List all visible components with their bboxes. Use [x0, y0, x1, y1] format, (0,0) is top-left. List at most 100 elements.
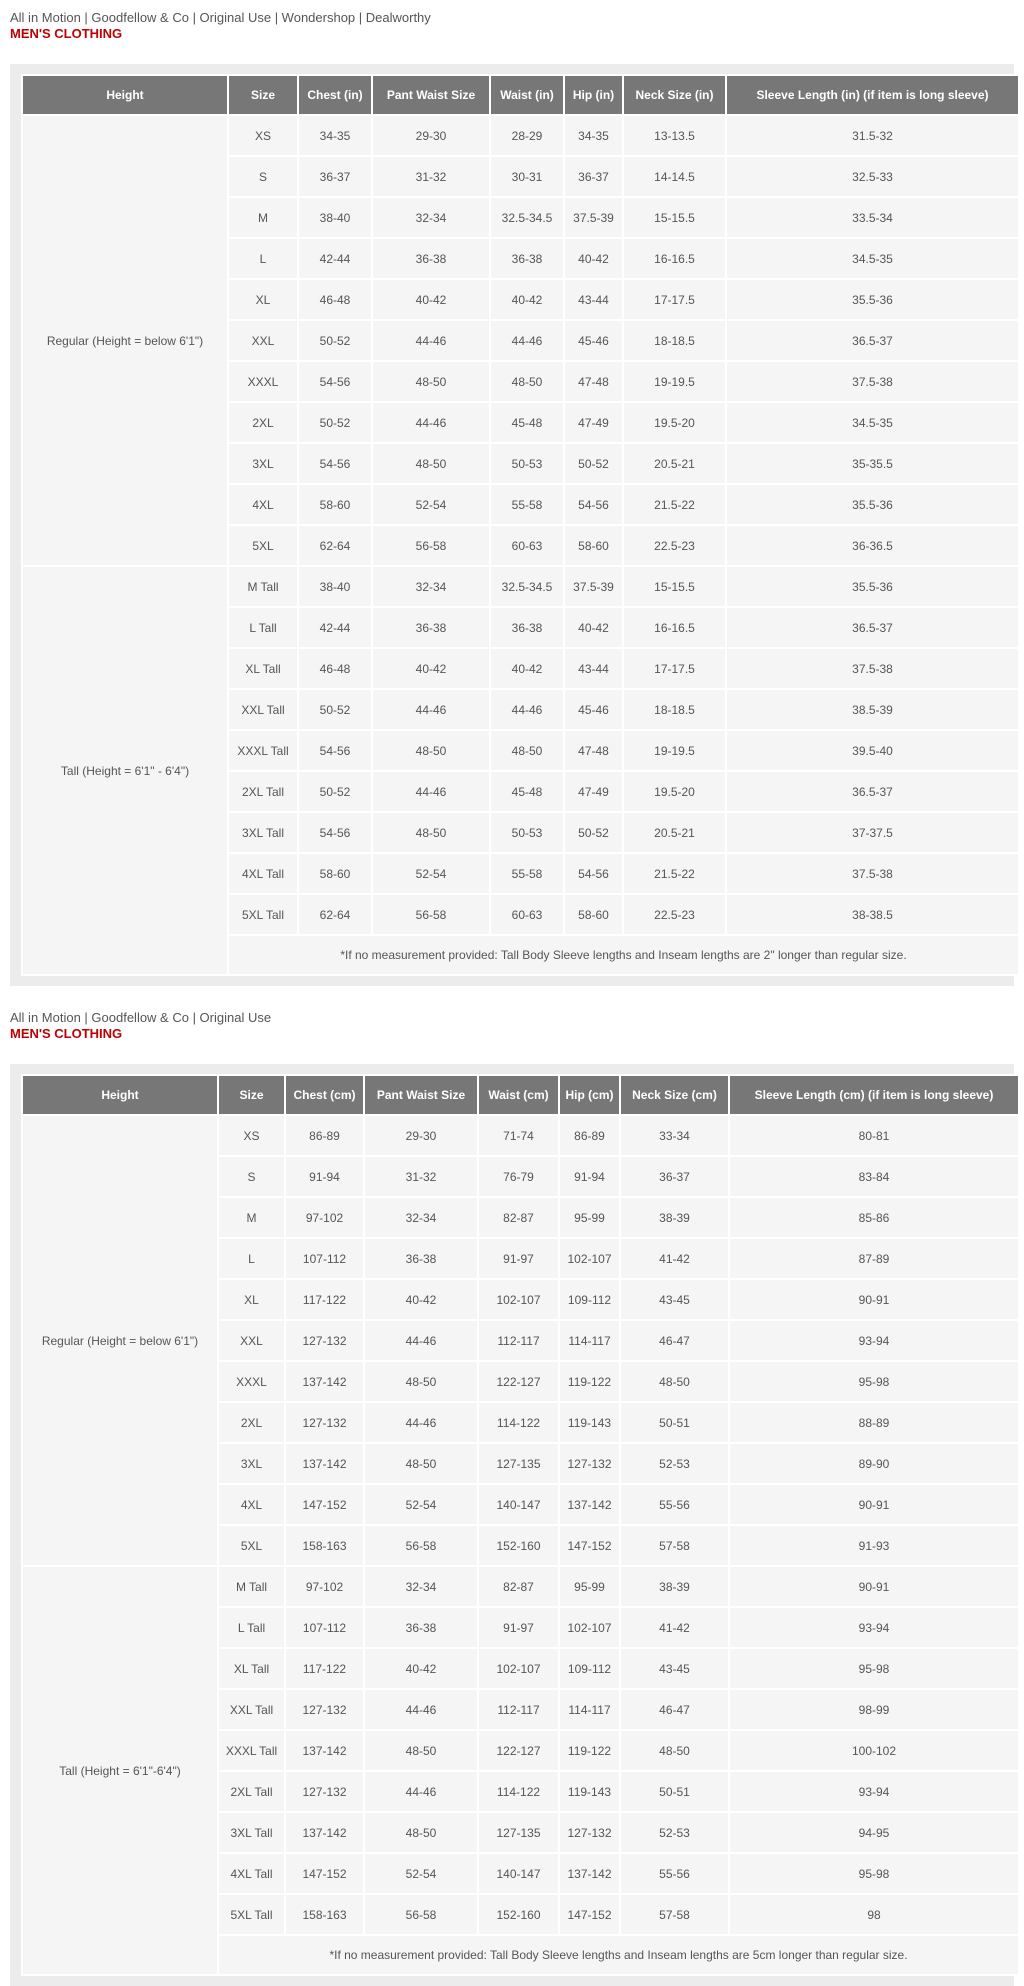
column-header: Waist (in): [491, 76, 563, 114]
measurement-cell: 55-58: [491, 854, 563, 893]
measurement-cell: 32.5-34.5: [491, 198, 563, 237]
measurement-cell: 36-38: [373, 608, 489, 647]
measurement-cell: 137-142: [286, 1813, 363, 1852]
measurement-cell: 90-91: [730, 1485, 1018, 1524]
measurement-cell: 50-51: [621, 1403, 728, 1442]
size-cell: XXL Tall: [229, 690, 297, 729]
measurement-cell: 147-152: [560, 1526, 619, 1565]
measurement-cell: 56-58: [365, 1526, 477, 1565]
measurement-cell: 20.5-21: [624, 444, 725, 483]
size-cell: 4XL: [229, 485, 297, 524]
measurement-cell: 127-135: [479, 1444, 558, 1483]
table-row: M 38-40 32-34 32.5-34.5 37.5-39 15-15.5 33.5-3…: [23, 198, 1018, 237]
table-row: 4XL Tall 147-152 52-54 140-147 137-142 55-56 9…: [23, 1854, 1018, 1893]
column-header: Waist (cm): [479, 1076, 558, 1114]
measurement-cell: 17-17.5: [624, 649, 725, 688]
measurement-cell: 44-46: [373, 690, 489, 729]
measurement-cell: 19-19.5: [624, 362, 725, 401]
measurement-cell: 60-63: [491, 895, 563, 934]
measurement-cell: 50-52: [299, 690, 371, 729]
size-cell: XL Tall: [219, 1649, 284, 1688]
measurement-cell: 58-60: [565, 895, 622, 934]
measurement-cell: 36-38: [491, 239, 563, 278]
measurement-cell: 30-31: [491, 157, 563, 196]
measurement-cell: 47-48: [565, 362, 622, 401]
measurement-cell: 54-56: [565, 854, 622, 893]
measurement-cell: 43-45: [621, 1280, 728, 1319]
measurement-cell: 36-37: [565, 157, 622, 196]
measurement-cell: 91-97: [479, 1608, 558, 1647]
size-cell: XL: [219, 1280, 284, 1319]
measurement-cell: 31-32: [373, 157, 489, 196]
measurement-cell: 41-42: [621, 1608, 728, 1647]
measurement-cell: 43-45: [621, 1649, 728, 1688]
measurement-cell: 94-95: [730, 1813, 1018, 1852]
measurement-cell: 107-112: [286, 1239, 363, 1278]
measurement-cell: 102-107: [560, 1608, 619, 1647]
measurement-cell: 38-40: [299, 567, 371, 606]
measurement-cell: 102-107: [479, 1280, 558, 1319]
table-row: XXL 127-132 44-46 112-117 114-117 46-47 93-94: [23, 1321, 1018, 1360]
measurement-cell: 34-35: [299, 116, 371, 155]
measurement-cell: 91-94: [286, 1157, 363, 1196]
measurement-cell: 45-48: [491, 403, 563, 442]
measurement-cell: 36-38: [365, 1239, 477, 1278]
measurement-cell: 54-56: [299, 444, 371, 483]
measurement-cell: 112-117: [479, 1690, 558, 1729]
measurement-cell: 29-30: [373, 116, 489, 155]
footnote: *If no measurement provided: Tall Body S…: [229, 936, 1018, 974]
table-row: XXL Tall 50-52 44-46 44-46 45-46 18-18.5 38.5-…: [23, 690, 1018, 729]
measurement-cell: 48-50: [373, 362, 489, 401]
measurement-cell: 37-37.5: [727, 813, 1018, 852]
measurement-cell: 50-52: [299, 321, 371, 360]
measurement-cell: 48-50: [365, 1731, 477, 1770]
measurement-cell: 28-29: [491, 116, 563, 155]
table-row: L 107-112 36-38 91-97 102-107 41-42 87-89: [23, 1239, 1018, 1278]
column-header: Pant Waist Size: [373, 76, 489, 114]
table-row: M 97-102 32-34 82-87 95-99 38-39 85-86: [23, 1198, 1018, 1237]
height-group-cell: Regular (Height = below 6'1"): [23, 116, 227, 565]
measurement-cell: 52-53: [621, 1813, 728, 1852]
measurement-cell: 43-44: [565, 649, 622, 688]
table-row: XL 46-48 40-42 40-42 43-44 17-17.5 35.5-36: [23, 280, 1018, 319]
measurement-cell: 109-112: [560, 1280, 619, 1319]
size-cell: XXL: [219, 1321, 284, 1360]
measurement-cell: 114-122: [479, 1772, 558, 1811]
column-header: Height: [23, 76, 227, 114]
measurement-cell: 127-132: [286, 1690, 363, 1729]
size-cell: M: [229, 198, 297, 237]
measurement-cell: 32-34: [373, 198, 489, 237]
measurement-cell: 39.5-40: [727, 731, 1018, 770]
measurement-cell: 40-42: [365, 1649, 477, 1688]
measurement-cell: 127-132: [560, 1813, 619, 1852]
measurement-cell: 21.5-22: [624, 485, 725, 524]
measurement-cell: 91-93: [730, 1526, 1018, 1565]
measurement-cell: 50-52: [299, 772, 371, 811]
measurement-cell: 42-44: [299, 608, 371, 647]
measurement-cell: 95-99: [560, 1567, 619, 1606]
table-row: 2XL Tall 127-132 44-46 114-122 119-143 50-51 9…: [23, 1772, 1018, 1811]
measurement-cell: 62-64: [299, 895, 371, 934]
column-header: Size: [229, 76, 297, 114]
size-cell: XXXL Tall: [229, 731, 297, 770]
size-cell: XXL: [229, 321, 297, 360]
measurement-cell: 40-42: [565, 608, 622, 647]
measurement-cell: 36.5-37: [727, 772, 1018, 811]
brand-list: All in Motion | Goodfellow & Co | Origin…: [10, 1010, 272, 1025]
measurement-cell: 37.5-38: [727, 362, 1018, 401]
measurement-cell: 33.5-34: [727, 198, 1018, 237]
column-header: Height: [23, 1076, 217, 1114]
size-cell: M Tall: [229, 567, 297, 606]
measurement-cell: 158-163: [286, 1895, 363, 1934]
measurement-cell: 36-36.5: [727, 526, 1018, 565]
measurement-cell: 137-142: [286, 1731, 363, 1770]
size-table-container: Height Size Chest (in) Pant Waist Size Waist…: [10, 64, 1020, 986]
table-row: L Tall 42-44 36-38 36-38 40-42 16-16.5 36.5-37: [23, 608, 1018, 647]
measurement-cell: 54-56: [299, 362, 371, 401]
measurement-cell: 13-13.5: [624, 116, 725, 155]
table-row: 3XL 137-142 48-50 127-135 127-132 52-53 89-90: [23, 1444, 1018, 1483]
measurement-cell: 36-38: [373, 239, 489, 278]
table-row: Tall (Height = 6'1" - 6'4") M Tall 38-40 32…: [23, 567, 1018, 974]
measurement-cell: 127-132: [286, 1772, 363, 1811]
